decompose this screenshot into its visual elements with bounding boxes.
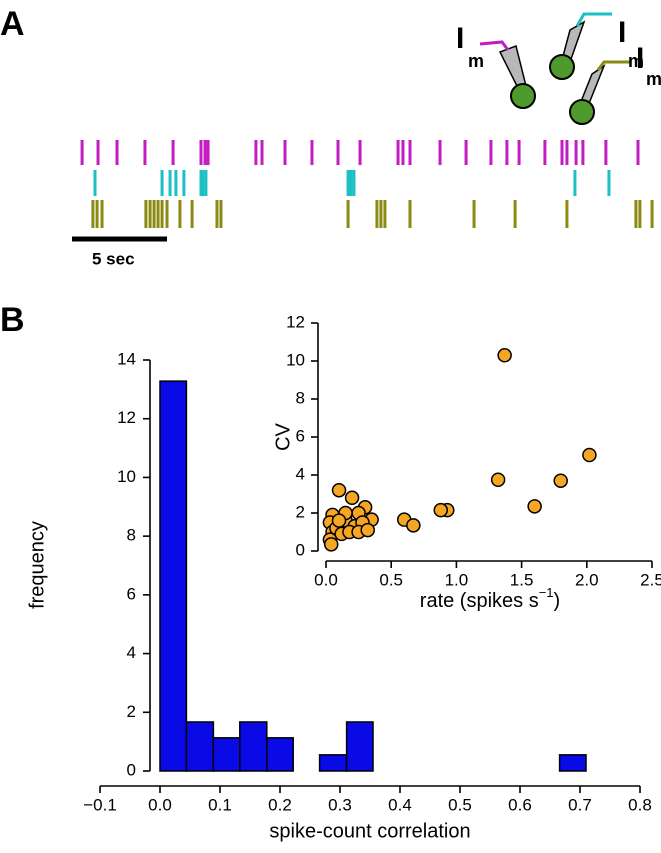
bar <box>558 754 587 772</box>
cell <box>569 99 595 125</box>
y-tick-label: 2 <box>127 702 136 721</box>
bar <box>239 721 268 772</box>
y-tick-label: 2 <box>296 502 305 521</box>
scale-bar-label: 5 sec <box>92 249 135 268</box>
electrode-label-sub: m <box>468 51 484 71</box>
bar <box>212 737 241 772</box>
point <box>344 490 360 506</box>
point <box>497 348 512 363</box>
y-tick-label: 0 <box>127 760 136 779</box>
x-tick-label: 0.2 <box>268 795 292 814</box>
bar <box>318 754 348 772</box>
wire <box>479 40 510 51</box>
electrode-label: I <box>636 42 644 75</box>
x-tick-label: 1.5 <box>510 570 534 589</box>
point <box>527 499 542 514</box>
point <box>406 518 421 533</box>
cell <box>510 83 536 109</box>
bar <box>159 380 188 772</box>
point <box>582 447 597 463</box>
electrode-label-sub: m <box>646 69 661 89</box>
point <box>433 502 449 518</box>
x-tick-label: 0.1 <box>208 795 232 814</box>
y-tick-label: 12 <box>117 408 136 427</box>
wire <box>596 60 630 71</box>
bar <box>266 737 294 772</box>
x-tick-label: 2.0 <box>575 570 599 589</box>
x-axis-label-suffix: ) <box>554 590 561 612</box>
x-tick-label: 1.0 <box>445 570 469 589</box>
bar <box>185 721 215 772</box>
point <box>331 513 347 528</box>
point <box>553 473 568 488</box>
panel-label: B <box>0 301 25 339</box>
x-tick-label: 0.6 <box>508 795 532 814</box>
y-tick-label: 4 <box>296 464 305 483</box>
electrode-label: I <box>618 16 626 49</box>
electrode-label-sub: m <box>628 51 644 71</box>
y-tick-label: 6 <box>127 584 136 603</box>
x-axis-label-sup: −1 <box>539 585 554 600</box>
x-tick-label: −0.1 <box>83 795 117 814</box>
x-tick-label: 0.5 <box>448 795 472 814</box>
cell-diagram <box>479 12 630 125</box>
point <box>331 482 347 498</box>
y-tick-label: 4 <box>127 643 136 662</box>
x-tick-label: 0.8 <box>628 795 652 814</box>
point <box>323 537 339 552</box>
panel-label: A <box>0 5 25 43</box>
x-axis-label: rate (spikes s−1) <box>420 585 560 612</box>
x-tick-label: 0.7 <box>568 795 592 814</box>
y-tick-label: 12 <box>286 312 305 331</box>
y-tick-label: 0 <box>296 540 305 559</box>
bar <box>345 721 374 772</box>
y-tick-label: 14 <box>117 349 136 368</box>
point <box>360 522 375 538</box>
x-axis-label: spike-count correlation <box>269 820 470 842</box>
electrode <box>498 45 527 89</box>
cell <box>549 54 575 80</box>
x-tick-label: 2.5 <box>640 570 661 589</box>
y-axis-label: frequency <box>26 521 48 609</box>
x-tick-label: 0.3 <box>328 795 352 814</box>
y-tick-label: 10 <box>286 350 305 369</box>
x-tick-label: 0.4 <box>388 795 412 814</box>
y-tick-label: 8 <box>127 526 136 545</box>
y-tick-label: 6 <box>296 426 305 445</box>
x-tick-label: 0.5 <box>379 570 403 589</box>
wire <box>575 12 612 27</box>
point <box>490 472 506 487</box>
y-tick-label: 10 <box>117 467 136 486</box>
x-axis-label-text: rate (spikes s <box>420 590 539 612</box>
x-tick-label: 0.0 <box>148 795 172 814</box>
y-axis-label: CV <box>272 422 294 450</box>
electrode-label: I <box>456 22 464 55</box>
y-tick-label: 8 <box>296 388 305 407</box>
x-tick-label: 0.0 <box>314 570 338 589</box>
